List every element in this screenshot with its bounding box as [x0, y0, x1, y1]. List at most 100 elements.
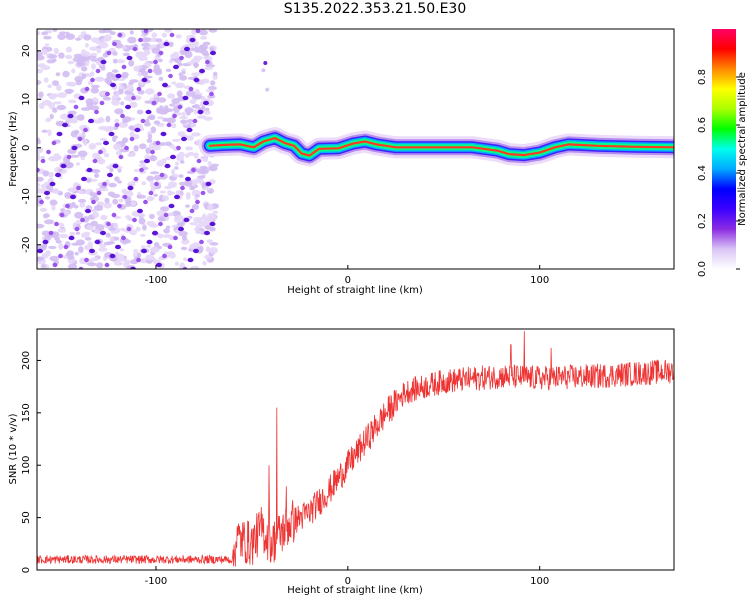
streak-blob [88, 118, 94, 124]
x-tick-label: 100 [530, 576, 549, 587]
streak-blob [108, 131, 115, 137]
streak-blob [137, 208, 143, 214]
noise-blob [37, 187, 42, 194]
noise-blob [51, 205, 56, 211]
noise-blob [158, 76, 164, 81]
noise-blob [69, 154, 80, 158]
noise-blob [84, 43, 90, 48]
streak-blob [67, 113, 74, 119]
x-tick-label: 0 [345, 275, 351, 286]
noise-blob [179, 116, 189, 120]
noise-blob [190, 265, 200, 269]
noise-blob [79, 201, 86, 208]
streak-blob [172, 113, 177, 119]
colorbar-tick-label: 0.6 [697, 117, 708, 133]
noise-blob [98, 247, 108, 252]
noise-blob [161, 158, 167, 165]
noise-blob [48, 178, 54, 183]
noise-blob [49, 199, 58, 206]
noise-blob [94, 173, 100, 179]
noise-blob [46, 59, 56, 64]
noise-blob [129, 30, 134, 35]
noise-blob [94, 229, 100, 234]
noise-blob [68, 263, 77, 269]
noise-blob [193, 152, 199, 159]
streak-blob [130, 266, 136, 269]
noise-blob [52, 80, 59, 86]
noise-blob [78, 246, 84, 254]
streak-blob [153, 59, 158, 65]
noise-blob [96, 262, 104, 269]
noise-blob [155, 38, 163, 43]
isolated-dot [261, 68, 266, 73]
noise-blob [99, 90, 106, 96]
streak-blob [115, 73, 122, 79]
streak-blob [91, 199, 96, 205]
noise-blob [194, 89, 200, 95]
noise-blob [108, 182, 117, 188]
noise-blob [115, 251, 119, 258]
spectrogram-x-label: Height of straight line (km) [287, 285, 423, 296]
noise-blob [147, 134, 153, 139]
noise-blob [130, 200, 137, 207]
noise-blob [56, 104, 67, 111]
noise-blob [206, 213, 216, 220]
noise-blob [185, 192, 191, 198]
noise-blob [122, 116, 132, 123]
noise-blob [126, 84, 134, 92]
noise-blob [81, 73, 87, 80]
noise-blob [183, 257, 187, 262]
noise-blob [151, 47, 161, 54]
streak-blob [193, 77, 200, 83]
noise-blob [191, 105, 197, 109]
noise-blob [62, 70, 70, 78]
streak-blob [195, 29, 201, 34]
noise-blob [105, 232, 111, 238]
streak-blob [65, 203, 70, 209]
noise-blob [143, 32, 149, 36]
noise-blob [60, 208, 66, 212]
streak-blob [189, 37, 196, 43]
streak-blob [205, 181, 212, 187]
noise-blob [47, 84, 52, 88]
streak-blob [103, 140, 109, 146]
noise-blob [118, 198, 124, 203]
noise-blob [93, 119, 103, 124]
noise-blob [139, 233, 146, 237]
noise-blob [121, 75, 128, 79]
noise-blob [100, 214, 108, 221]
y-tick-label: 0 [21, 145, 32, 151]
noise-blob [182, 235, 188, 241]
streak-blob [46, 149, 51, 155]
noise-blob [180, 134, 188, 139]
streak-blob [96, 190, 102, 196]
noise-blob [77, 190, 85, 195]
streak-blob [55, 172, 61, 178]
noise-blob [133, 65, 141, 72]
noise-blob [191, 204, 199, 210]
streak-blob [73, 104, 79, 110]
noise-blob [207, 161, 213, 167]
noise-blob [166, 117, 176, 124]
noise-blob [204, 110, 211, 115]
noise-blob [150, 246, 160, 254]
streak-blob [173, 235, 178, 241]
streak-blob [106, 50, 112, 56]
noise-blob [205, 89, 215, 93]
noise-blob [154, 69, 163, 76]
streak-blob [196, 158, 202, 164]
noise-blob [80, 107, 91, 111]
streak-blob [98, 149, 103, 155]
streak-blob [157, 91, 162, 97]
colorbar-gradient [712, 29, 736, 269]
noise-blob [197, 115, 207, 119]
noise-blob [206, 239, 213, 244]
noise-blob [138, 143, 147, 150]
noise-blob [175, 82, 185, 89]
colorbar-ticks: 0.0 0.2 0.4 0.6 0.8 [697, 69, 740, 277]
noise-blob [122, 45, 127, 50]
streak-blob [37, 248, 43, 254]
noise-blob [210, 80, 216, 86]
noise-blob [37, 63, 47, 69]
